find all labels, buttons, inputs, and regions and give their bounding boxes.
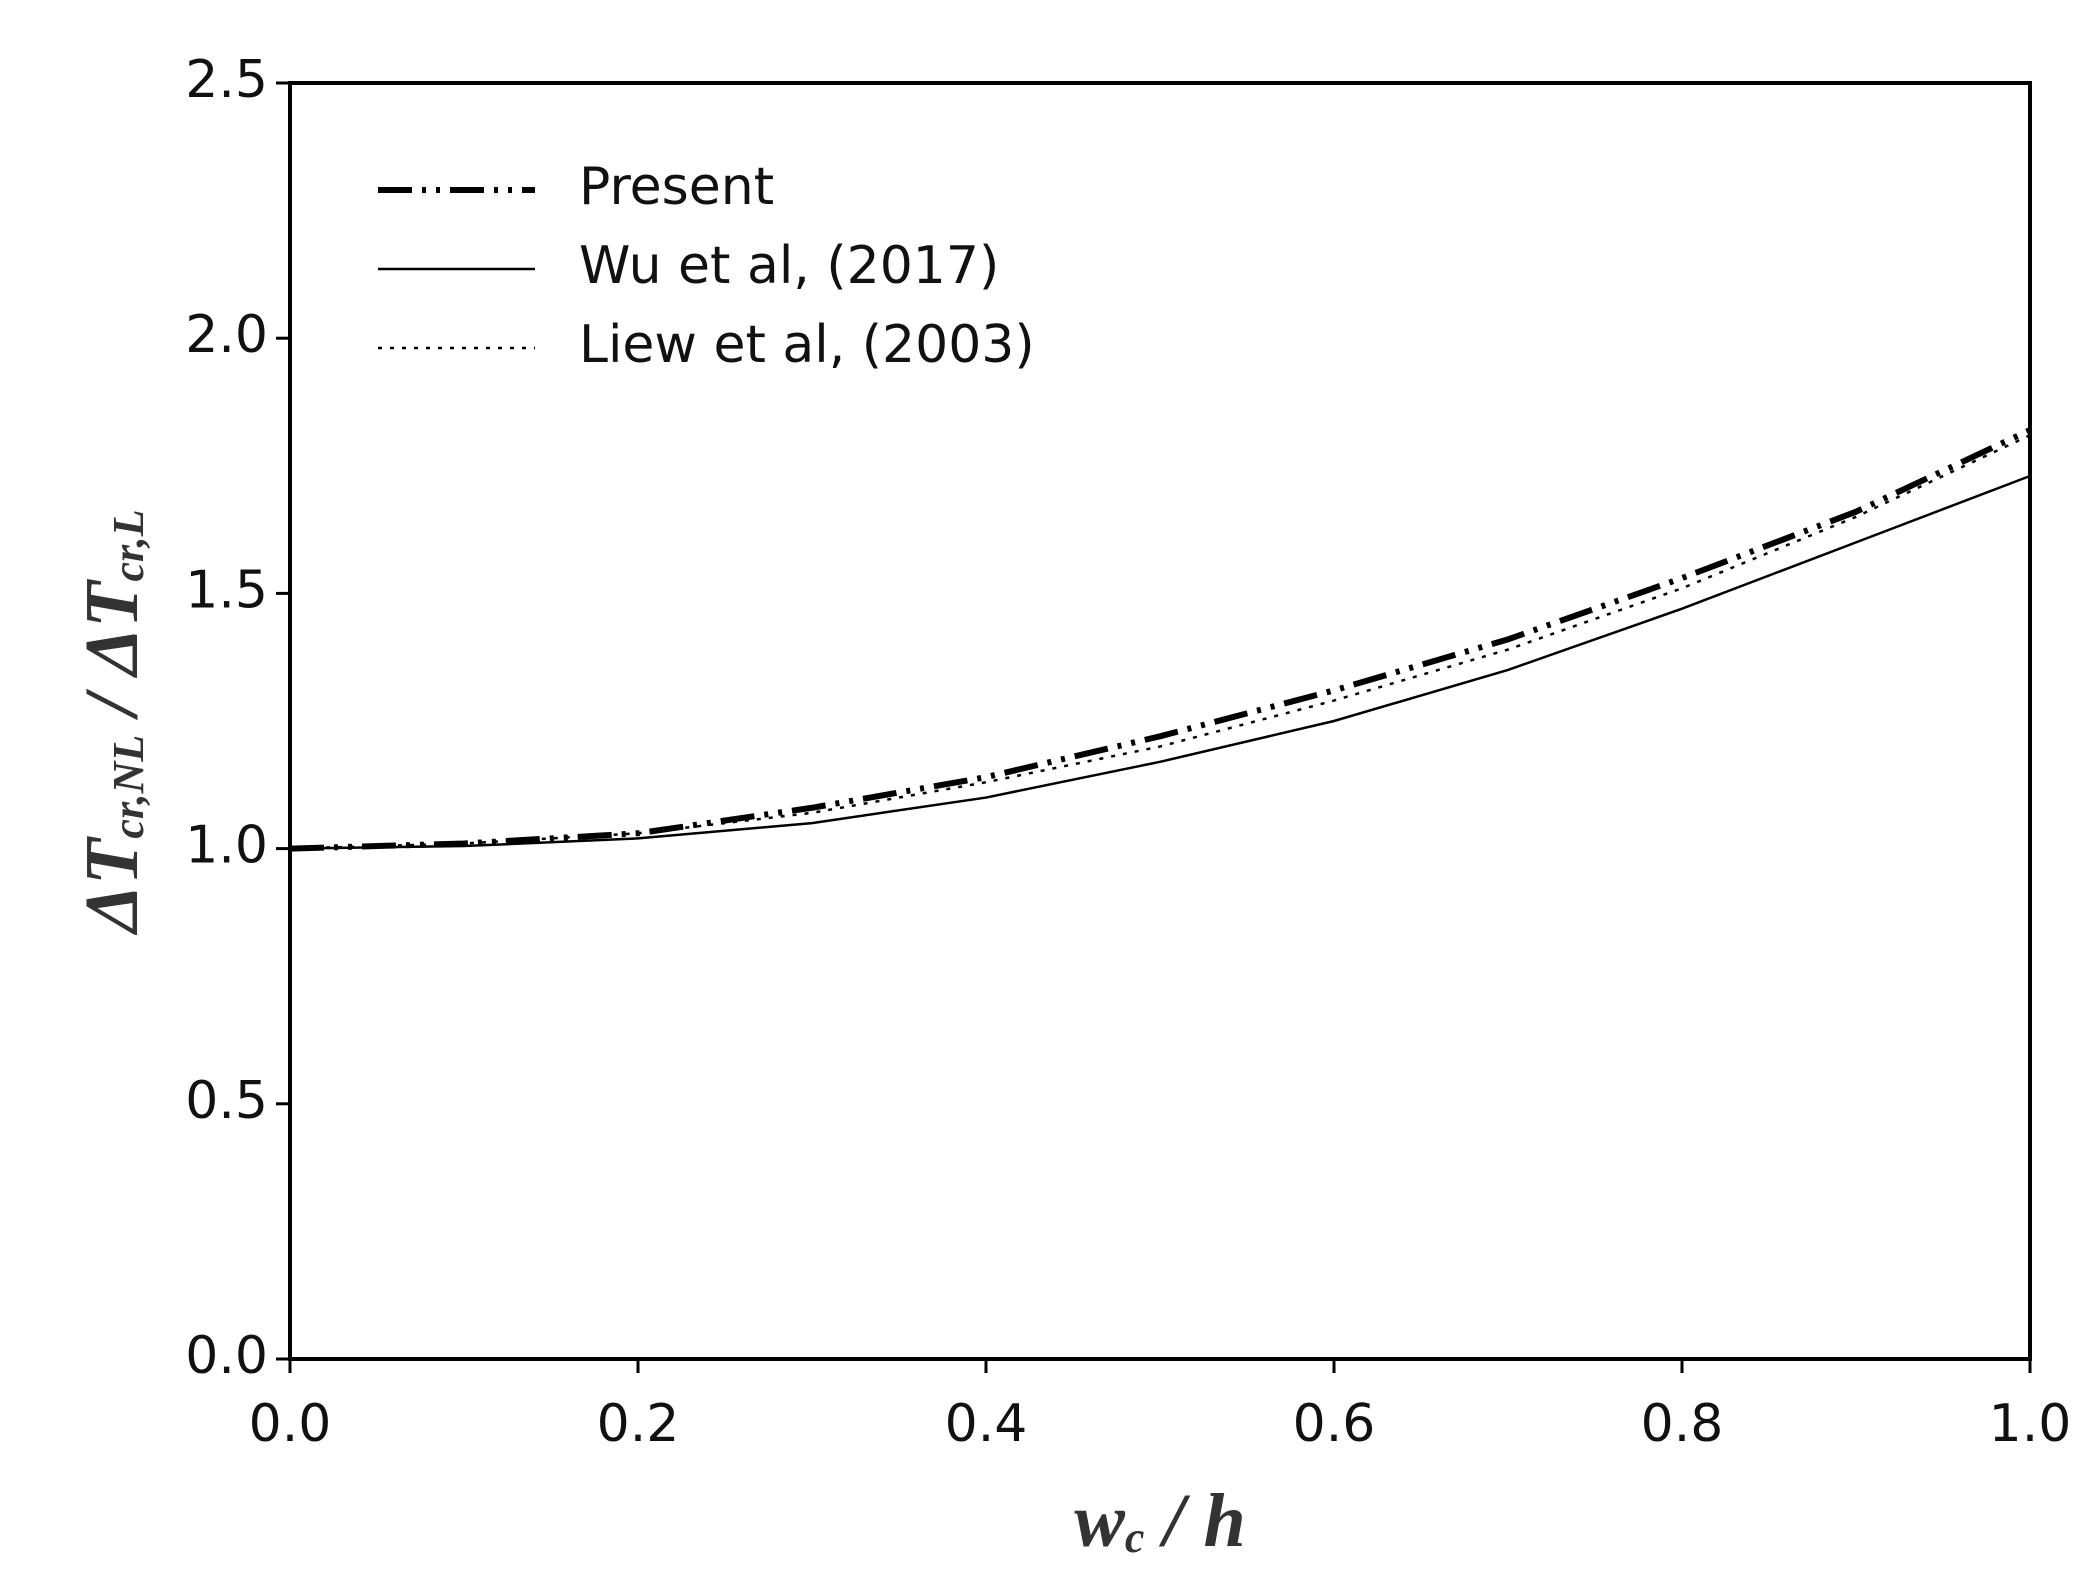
legend-label: Wu et al, (2017): [579, 236, 999, 296]
x-tick-label: 0.6: [1293, 1394, 1376, 1454]
x-label-part: w: [1074, 1479, 1125, 1563]
x-tick-label: 0.8: [1641, 1394, 1724, 1454]
legend-label: Liew et al, (2003): [579, 315, 1035, 375]
x-tick-label: 0.0: [249, 1394, 332, 1454]
y-tick-label: 1.0: [185, 816, 268, 876]
y-label-part: ΔT: [70, 579, 154, 679]
y-tick-label: 1.5: [185, 560, 268, 620]
legend-label: Present: [579, 157, 774, 217]
y-tick-label: 0.0: [185, 1326, 268, 1386]
y-tick-label: 2.0: [185, 305, 268, 365]
y-axis-label: ΔTcr,NL / ΔTcr,L: [70, 509, 154, 935]
x-tick-label: 1.0: [1989, 1394, 2072, 1454]
series-line: [289, 474, 2031, 850]
y-label-part: /: [70, 676, 154, 735]
x-tick-label: 0.2: [597, 1394, 680, 1454]
plot-frame: [288, 81, 2032, 1361]
y-label-part: cr,NL: [104, 735, 153, 839]
x-axis-label: wc / h: [1074, 1479, 1246, 1563]
y-label-part: cr,L: [104, 509, 153, 581]
x-label-part: / h: [1144, 1479, 1245, 1563]
y-tick-label: 2.5: [185, 50, 268, 110]
series-line: [289, 427, 2032, 852]
x-tick-label: 0.4: [945, 1394, 1028, 1454]
x-label-part: c: [1125, 1513, 1145, 1562]
y-tick-label: 0.5: [185, 1071, 268, 1131]
y-label-part: ΔT: [70, 836, 154, 936]
series-line: [289, 434, 2031, 850]
